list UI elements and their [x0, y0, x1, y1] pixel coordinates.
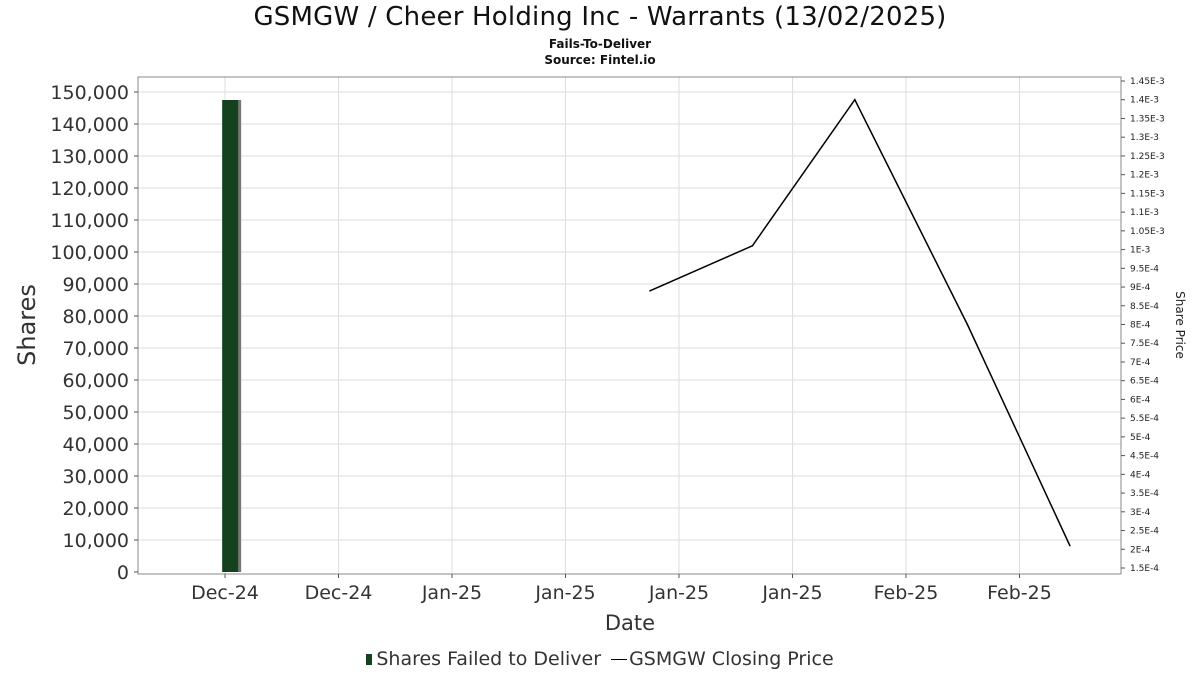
y-tick-label: 60,000 [63, 370, 129, 392]
y2-tick-label: 1.2E-3 [1130, 171, 1159, 181]
y2-tick-label: 2.5E-4 [1130, 527, 1159, 537]
x-tick-label: Dec-24 [305, 582, 373, 604]
y-axis-ticks: 0 10,000 20,000 30,000 40,000 50,000 60,000 70,… [50, 82, 138, 584]
y2-tick-label: 1.4E-3 [1130, 96, 1159, 106]
y-tick-label: 30,000 [63, 466, 129, 488]
x-tick-label: Feb-25 [987, 582, 1052, 604]
bar-series [222, 100, 242, 572]
legend-label-price: GSMGW Closing Price [629, 647, 834, 670]
y-tick-label: 80,000 [63, 306, 129, 328]
y-tick-label: 140,000 [50, 114, 129, 136]
y-tick-label: 50,000 [63, 402, 129, 424]
y-tick-label: 150,000 [50, 82, 129, 104]
price-point [649, 289, 651, 292]
y2-tick-label: 7E-4 [1130, 358, 1151, 368]
price-series [649, 98, 1071, 547]
x-tick-label: Jan-25 [761, 582, 822, 604]
legend: Shares Failed to Deliver GSMGW Closing P… [0, 647, 1200, 670]
y2-tick-label: 4E-4 [1130, 470, 1151, 480]
legend-swatch-bar [366, 653, 373, 665]
x-tick-label: Feb-25 [874, 582, 939, 604]
y2-tick-label: 5E-4 [1130, 433, 1151, 443]
legend-item-price: GSMGW Closing Price [607, 648, 834, 670]
chart-subtitle: Fails-To-Deliver [548, 37, 652, 51]
y2-tick-label: 1.3E-3 [1130, 133, 1159, 143]
x-tick-label: Jan-25 [421, 582, 482, 604]
y2-tick-label: 1.1E-3 [1130, 208, 1159, 218]
y2-tick-label: 9E-4 [1130, 283, 1151, 293]
y2-tick-label: 1.45E-3 [1130, 77, 1165, 87]
y2-tick-label: 1.35E-3 [1130, 114, 1165, 124]
x-axis-label: Date [605, 611, 655, 635]
y2-tick-label: 1.15E-3 [1130, 189, 1165, 199]
price-point [853, 98, 856, 101]
price-point [1069, 544, 1071, 547]
price-point [751, 245, 754, 247]
y-tick-label: 70,000 [63, 338, 129, 360]
y2-tick-label: 5.5E-4 [1130, 414, 1159, 424]
y2-tick-label: 6.5E-4 [1130, 377, 1159, 387]
ftd-bar [222, 100, 239, 572]
y2-tick-label: 1.5E-4 [1130, 564, 1159, 574]
y-tick-label: 40,000 [63, 434, 129, 456]
y2-axis-label: Share Price [1173, 291, 1187, 359]
y-tick-label: 10,000 [63, 530, 129, 552]
price-point [966, 323, 969, 326]
legend-item-ftd: Shares Failed to Deliver [366, 648, 601, 670]
x-tick-label: Jan-25 [648, 582, 709, 604]
y2-tick-label: 4.5E-4 [1130, 452, 1159, 462]
y2-tick-label: 7.5E-4 [1130, 339, 1159, 349]
y-tick-label: 120,000 [50, 178, 129, 200]
y-tick-label: 110,000 [50, 210, 129, 232]
y-tick-label: 130,000 [50, 146, 129, 168]
y2-tick-label: 8E-4 [1130, 321, 1151, 331]
legend-swatch-line [611, 658, 628, 660]
y2-tick-label: 9.5E-4 [1130, 264, 1159, 274]
x-tick-label: Jan-25 [534, 582, 595, 604]
y2-tick-label: 1.05E-3 [1130, 227, 1165, 237]
x-tick-label: Dec-24 [191, 582, 259, 604]
y2-tick-label: 6E-4 [1130, 395, 1151, 405]
y-tick-label: 20,000 [63, 498, 129, 520]
y2-axis-ticks: 1.5E-4 2E-4 2.5E-4 3E-4 3.5E-4 4E-4 4.5E-4 5E-4… [1121, 77, 1165, 574]
chart-title: GSMGW / Cheer Holding Inc - Warrants (13… [253, 2, 947, 32]
legend-label-ftd: Shares Failed to Deliver [376, 647, 602, 670]
y2-tick-label: 3.5E-4 [1130, 489, 1159, 499]
y2-tick-label: 2E-4 [1130, 545, 1151, 555]
y2-tick-label: 1E-3 [1130, 246, 1150, 256]
y2-tick-label: 8.5E-4 [1130, 302, 1159, 312]
y-tick-label: 100,000 [50, 242, 129, 264]
y-axis-label: Shares [13, 284, 41, 366]
plot-area [138, 77, 1121, 574]
y-tick-label: 90,000 [63, 274, 129, 296]
y-tick-label: 0 [117, 562, 129, 584]
axes [137, 76, 1122, 575]
y2-tick-label: 3E-4 [1130, 508, 1151, 518]
chart-source: Source: Fintel.io [544, 53, 656, 67]
grid-lines [138, 77, 1121, 574]
x-axis-ticks: Dec-24 Dec-24 Jan-25 Jan-25 Jan-25 Jan-25 Feb-… [191, 574, 1052, 604]
y2-tick-label: 1.25E-3 [1130, 152, 1165, 162]
